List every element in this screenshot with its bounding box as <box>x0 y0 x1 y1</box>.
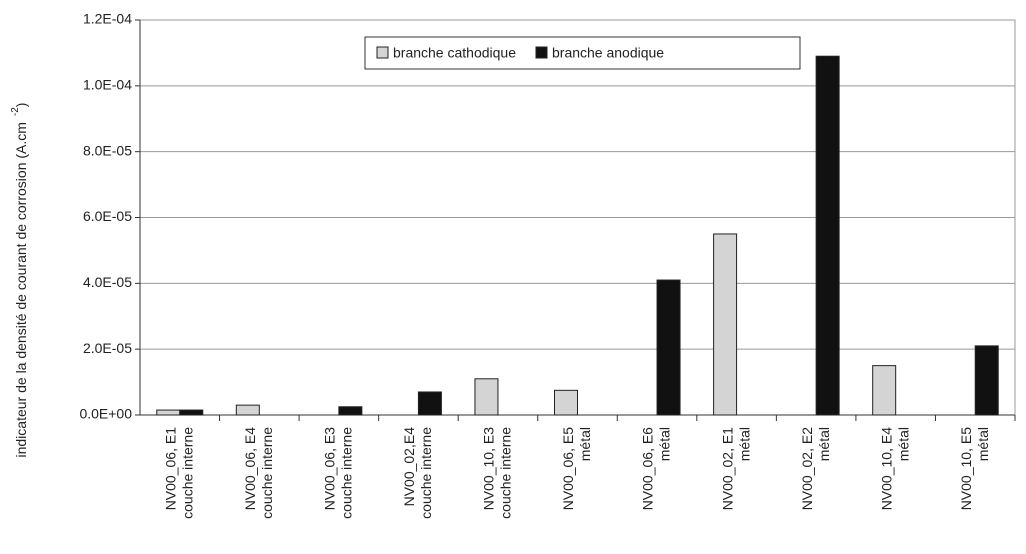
x-tick-label: couche interne <box>179 427 195 519</box>
x-tick-label: NV00_10, E5 <box>958 427 974 510</box>
y-axis-label: indicateur de la densité de courant de c… <box>10 103 29 458</box>
y-tick-label: 8.0E-05 <box>83 142 132 158</box>
bar <box>235 404 260 416</box>
y-axis-label-end: ) <box>13 103 29 108</box>
y-tick-label: 1.0E-04 <box>83 77 132 93</box>
y-axis-label-exponent: -2 <box>10 107 21 116</box>
bar <box>974 345 999 416</box>
x-tick-label: NV00_02, E2 <box>799 427 815 510</box>
x-tick-label: NV00_06, E6 <box>640 427 656 510</box>
x-tick-label: NV00_02, E1 <box>719 427 735 510</box>
x-tick-label: métal <box>657 427 673 461</box>
x-tick-label: couche interne <box>339 427 355 519</box>
y-axis-label-main: indicateur de la densité de courant de c… <box>13 122 29 457</box>
y-tick-label: 4.0E-05 <box>83 274 132 290</box>
x-tick-label: métal <box>577 427 593 461</box>
x-tick-label: NV00_06, E3 <box>322 427 338 510</box>
bar <box>156 409 181 416</box>
bar <box>474 378 499 416</box>
x-tick-label: couche interne <box>259 427 275 519</box>
legend-label: branche anodique <box>552 45 664 61</box>
legend-swatch <box>535 46 548 59</box>
y-tick-label: 1.2E-04 <box>83 11 132 27</box>
y-tick-label: 0.0E+00 <box>79 406 132 422</box>
legend-label: branche cathodique <box>393 45 516 61</box>
bar <box>338 406 363 416</box>
bar <box>713 233 738 416</box>
x-tick-label: NV00_10, E4 <box>878 427 894 510</box>
bar <box>656 279 681 416</box>
legend-swatch <box>376 46 389 59</box>
y-tick-label: 6.0E-05 <box>83 208 132 224</box>
x-tick-label: NV00_02,E4 <box>401 427 417 507</box>
x-tick-label: métal <box>816 427 832 461</box>
x-tick-label: métal <box>895 427 911 461</box>
bar <box>815 55 840 416</box>
bar <box>554 389 578 416</box>
x-tick-label: NV00_06, E1 <box>162 427 178 510</box>
x-tick-label: NV00_06, E4 <box>242 427 258 510</box>
bar <box>872 365 897 416</box>
x-tick-label: couche interne <box>418 427 434 519</box>
bar <box>179 409 204 416</box>
legend-box <box>364 36 801 70</box>
x-tick-label: couche interne <box>498 427 514 519</box>
x-tick-label: NV00_06, E5 <box>560 427 576 510</box>
x-tick-label: NV00_10, E3 <box>481 427 497 510</box>
y-tick-label: 2.0E-05 <box>83 340 132 356</box>
x-tick-label: métal <box>975 427 991 461</box>
bar <box>417 391 442 416</box>
x-tick-label: métal <box>736 427 752 461</box>
